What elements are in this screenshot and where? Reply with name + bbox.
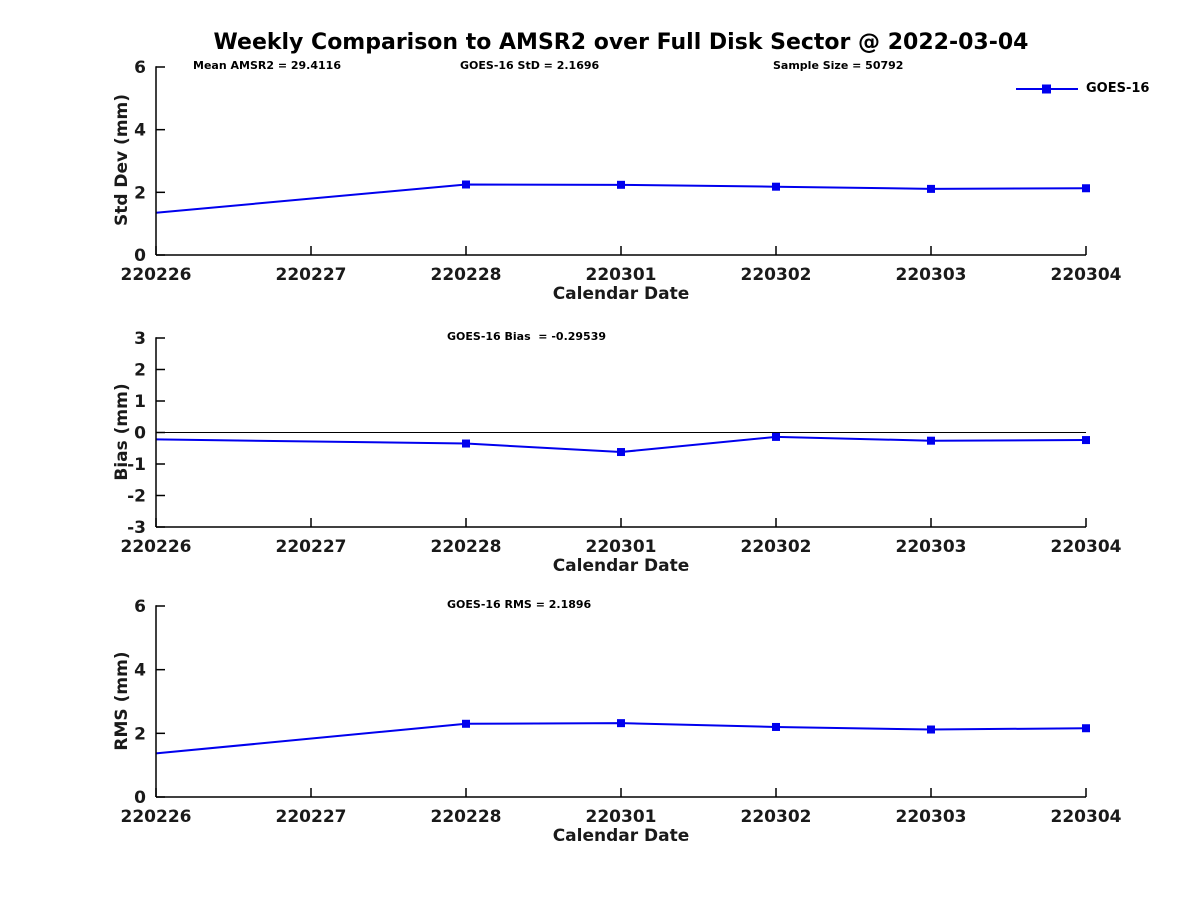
x-tick-label: 220227 <box>276 807 347 827</box>
x-tick-label: 220303 <box>896 537 967 557</box>
x-tick-label: 220302 <box>741 807 812 827</box>
x-tick-label: 220302 <box>741 265 812 285</box>
x-tick-label: 220302 <box>741 537 812 557</box>
ylabel-bias: Bias (mm) <box>112 383 132 481</box>
data-point-marker <box>617 180 625 189</box>
y-tick-label: 3 <box>134 329 146 349</box>
data-point-marker <box>462 180 470 189</box>
data-point-marker <box>772 182 780 191</box>
y-tick-label: 6 <box>134 58 146 78</box>
series-line-goes-16 <box>155 722 1087 755</box>
x-tick-label: 220301 <box>586 537 657 557</box>
x-tick-label: 220301 <box>586 265 657 285</box>
annotation-goes16-bias: GOES-16 Bias = -0.29539 <box>447 330 607 343</box>
x-tick-label: 220227 <box>276 265 347 285</box>
x-tick-label: 220303 <box>896 265 967 285</box>
y-tick-label: 0 <box>134 788 146 808</box>
legend-label: GOES-16 <box>1086 81 1150 96</box>
x-tick-label: 220226 <box>121 537 192 557</box>
x-tick-label: 220304 <box>1051 537 1122 557</box>
y-tick-label: 2 <box>134 724 146 744</box>
ylabel-std-dev: Std Dev (mm) <box>112 93 132 227</box>
x-tick-label: 220304 <box>1051 265 1122 285</box>
annotation-sample-size: Sample Size = 50792 <box>773 59 904 72</box>
y-tick-label: 0 <box>134 424 146 444</box>
data-point-marker <box>1082 436 1090 445</box>
legend-line-sample-icon <box>1016 84 1078 93</box>
data-point-marker <box>1082 724 1090 733</box>
data-point-marker <box>927 436 935 445</box>
y-tick-label: 4 <box>134 661 146 681</box>
x-tick-label: 220228 <box>431 265 502 285</box>
xlabel-calendar-date-bottom: Calendar Date <box>552 826 690 846</box>
xlabel-calendar-date-top: Calendar Date <box>552 284 690 304</box>
y-tick-label: 2 <box>134 183 146 203</box>
legend: GOES-16 <box>1015 81 1149 96</box>
x-tick-label: 220301 <box>586 807 657 827</box>
data-point-marker <box>1082 184 1090 193</box>
data-point-marker <box>772 722 780 731</box>
x-tick-label: 220227 <box>276 537 347 557</box>
data-point-marker <box>927 725 935 734</box>
series-line-goes-16 <box>155 435 1087 454</box>
data-point-marker <box>772 432 780 441</box>
y-tick-label: 2 <box>134 361 146 381</box>
annotation-goes16-rms: GOES-16 RMS = 2.1896 <box>447 598 592 611</box>
x-tick-label: 220226 <box>121 807 192 827</box>
chart-title: Weekly Comparison to AMSR2 over Full Dis… <box>213 30 1029 55</box>
annotation-mean-amsr2: Mean AMSR2 = 29.4116 <box>193 59 341 72</box>
y-tick-label: -2 <box>127 487 146 507</box>
x-tick-label: 220304 <box>1051 807 1122 827</box>
x-tick-label: 220228 <box>431 537 502 557</box>
y-tick-label: -1 <box>127 455 146 475</box>
series-line-goes-16 <box>155 183 1087 214</box>
y-tick-label: 0 <box>134 246 146 266</box>
data-point-marker <box>617 448 625 457</box>
data-point-marker <box>927 184 935 193</box>
data-point-marker <box>462 439 470 448</box>
y-tick-label: -3 <box>127 518 146 538</box>
ylabel-rms: RMS (mm) <box>112 651 132 751</box>
xlabel-calendar-date-middle: Calendar Date <box>552 556 690 576</box>
y-tick-label: 1 <box>134 392 146 412</box>
y-tick-label: 4 <box>134 121 146 141</box>
x-tick-label: 220226 <box>121 265 192 285</box>
y-tick-label: 6 <box>134 597 146 617</box>
data-point-marker <box>462 719 470 728</box>
annotation-goes16-std: GOES-16 StD = 2.1696 <box>460 59 600 72</box>
legend-marker-icon <box>1042 84 1051 93</box>
data-point-marker <box>617 719 625 728</box>
x-tick-label: 220228 <box>431 807 502 827</box>
x-tick-label: 220303 <box>896 807 967 827</box>
